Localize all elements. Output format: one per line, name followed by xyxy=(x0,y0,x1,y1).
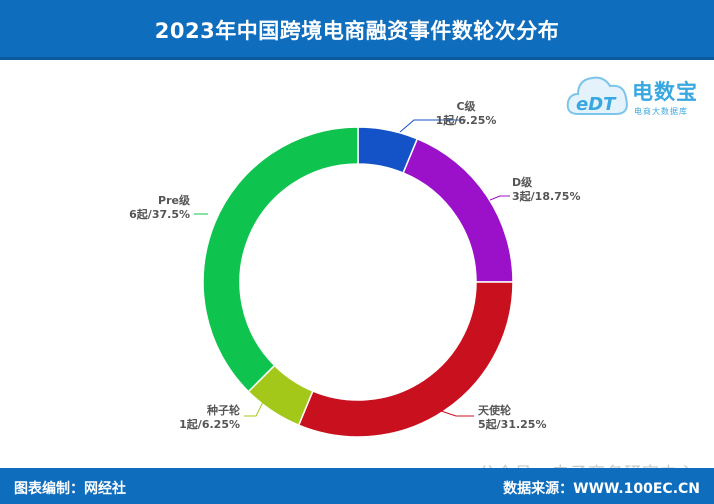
footer-bar: 图表编制：网经社 数据来源：WWW.100EC.CN xyxy=(0,468,714,504)
logo-subtitle: 电商大数据库 xyxy=(634,107,688,116)
slice-name-label-2: 天使轮 xyxy=(478,403,511,417)
slice-value-label-2: 5起/31.25% xyxy=(478,417,547,431)
donut-slice-1 xyxy=(402,137,514,283)
leader-line-3 xyxy=(244,395,267,417)
footer-source-compiler: 图表编制：网经社 xyxy=(14,481,126,497)
slice-name-label-1: D级 xyxy=(512,175,533,189)
slice-value-label-1: 3起/18.75% xyxy=(512,189,581,203)
leader-line-0 xyxy=(399,119,466,133)
leader-line-2 xyxy=(437,409,474,417)
logo-brand: 电数宝 xyxy=(632,80,698,104)
footer-data-source: 数据来源：WWW.100EC.CN xyxy=(503,481,700,497)
leader-line-1 xyxy=(489,195,510,201)
slice-value-label-0: 1起/6.25% xyxy=(436,113,497,127)
cloud-logo-icon: eDT xyxy=(566,76,628,115)
donut-chart: C级1起/6.25%D级3起/18.75%天使轮5起/31.25%种子轮1起/6… xyxy=(129,99,581,438)
chart-title: 2023年中国跨境电商融资事件数轮次分布 xyxy=(154,19,560,43)
donut-slice-4 xyxy=(202,126,359,393)
slice-value-label-3: 1起/6.25% xyxy=(179,417,240,431)
logo: eDT 电数宝 电商大数据库 xyxy=(566,70,712,124)
slice-name-label-0: C级 xyxy=(456,99,476,113)
chart-title-bar: 2023年中国跨境电商融资事件数轮次分布 xyxy=(0,0,714,60)
logo-mark: eDT xyxy=(576,94,617,115)
slice-name-label-4: Pre级 xyxy=(158,193,191,207)
slice-value-label-4: 6起/37.5% xyxy=(129,207,190,221)
slice-name-label-3: 种子轮 xyxy=(206,403,240,417)
